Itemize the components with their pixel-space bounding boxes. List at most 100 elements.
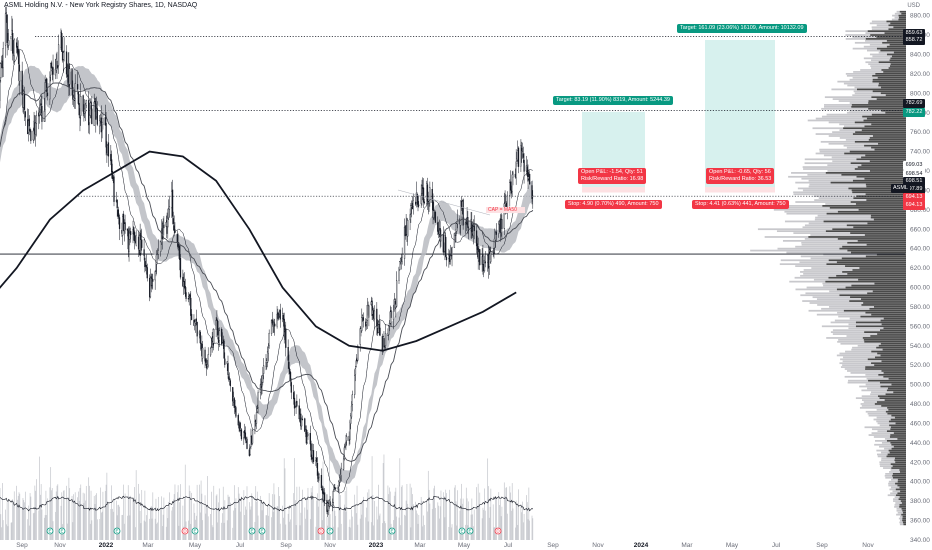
volume-profile-bar [801, 177, 865, 180]
volume-profile-bar [868, 107, 906, 110]
candle-body [183, 281, 186, 288]
volume-profile-bar [861, 399, 885, 401]
time-tick-label: Nov [592, 542, 604, 549]
volume-bar [296, 486, 298, 540]
volume-bar [7, 526, 9, 540]
price-tick-label: 680.00 [910, 207, 930, 214]
candle-body [24, 111, 26, 118]
candle-body [21, 70, 23, 95]
volume-bar [29, 493, 31, 540]
candle-body [107, 142, 110, 157]
candle-body [504, 201, 506, 206]
stop-label-2: Stop: 4.41 (0.63%) 441, Amount: 750 [692, 200, 789, 209]
volume-profile-bar [890, 441, 906, 444]
volume-profile-bar [874, 356, 906, 359]
volume-profile-bar [892, 474, 906, 477]
volume-bar [213, 485, 215, 540]
time-tick-label: May [189, 542, 202, 549]
candle-body [128, 239, 130, 252]
volume-profile-bar [844, 368, 866, 370]
volume-profile-bar [859, 267, 906, 269]
candle-body [467, 217, 469, 228]
volume-bar [410, 527, 412, 540]
volume-profile-bar [870, 335, 906, 337]
volume-bar [279, 496, 280, 540]
volume-bar [298, 486, 300, 540]
candle-body [350, 415, 352, 424]
volume-bar [373, 525, 375, 540]
volume-bar [211, 525, 213, 540]
volume-profile-bar [800, 255, 866, 258]
volume-bar [313, 496, 314, 540]
pnl-1-qty: Open P&L: -1.54, Qty: 51 [581, 169, 643, 175]
candle-body [144, 257, 146, 268]
volume-profile-bar [881, 441, 891, 444]
volume-profile-bar [884, 447, 892, 450]
volume-bar [57, 484, 59, 540]
volume-bar [484, 510, 486, 540]
time-axis[interactable]: Sep Nov 2022 Mar May Jul Sep Nov 2023 Mar May Jul Se… [16, 542, 874, 549]
volume-bar [277, 506, 279, 540]
volume-profile-bar [888, 24, 906, 27]
volume-profile-bar [825, 172, 906, 174]
volume-profile-bar [810, 234, 865, 236]
volume-bar [97, 519, 98, 540]
volume-bar [252, 497, 253, 540]
volume-bar [262, 503, 264, 540]
volume-profile-bar [873, 218, 906, 221]
volume-bar [91, 520, 93, 540]
volume-bar [222, 486, 224, 540]
volume-profile-bar [793, 232, 851, 234]
volume-profile-bar [865, 368, 906, 370]
candle-body [0, 63, 2, 79]
volume-profile-bar [871, 391, 894, 394]
volume-profile-bar [815, 216, 871, 219]
volume-profile-bar [885, 473, 893, 475]
volume-profile-bar [883, 467, 892, 469]
volume-bar [228, 496, 230, 540]
volume-profile-bar [861, 389, 887, 392]
volume-profile-bar [899, 521, 903, 524]
time-tick-label: Nov [862, 542, 874, 549]
volume-bar [45, 490, 47, 540]
volume-profile-bar [839, 137, 870, 139]
volume-profile-bar [853, 71, 884, 73]
volume-profile-bar [887, 494, 896, 497]
volume-bar [61, 492, 63, 540]
volume-bar [80, 484, 82, 540]
volume-profile-bar [880, 86, 906, 89]
volume-profile-bar [824, 96, 872, 99]
volume-bar [494, 527, 496, 540]
volume-bar [47, 498, 48, 540]
volume-profile-bar [883, 317, 906, 320]
volume-bar [154, 518, 156, 540]
volume-bar [482, 507, 484, 540]
volume-profile-bar [802, 300, 850, 302]
volume-profile-bar [845, 350, 872, 353]
candle-body [523, 159, 525, 172]
volume-bar [5, 524, 7, 540]
volume-bar [16, 485, 17, 540]
candle-body [209, 348, 212, 356]
candle-body [265, 362, 267, 367]
volume-bar [310, 487, 312, 540]
volume-bar [19, 493, 21, 540]
volume-bar [362, 500, 363, 540]
volume-profile-bar [865, 366, 906, 368]
volume-bar [385, 523, 386, 540]
volume-profile-bar [824, 104, 852, 106]
price-axis[interactable]: 340.00 360.00 380.00 400.00 420.00 440.00 460.… [910, 13, 930, 544]
volume-bar [301, 499, 302, 540]
volume-profile-bar [825, 203, 856, 205]
volume-profile-bar [814, 218, 874, 221]
volume-profile-bar [795, 181, 831, 184]
volume-profile-bar [876, 416, 895, 419]
volume-profile-bar [866, 199, 906, 201]
volume-profile-bar [836, 274, 906, 277]
candle-body [293, 397, 296, 409]
volume-profile-bar [850, 296, 906, 299]
volume-bar [182, 505, 184, 540]
candle-body [172, 218, 175, 224]
pnl-box-2: Open P&L: -0.65, Qty: 56 Risk/Reward Rat… [706, 168, 775, 184]
